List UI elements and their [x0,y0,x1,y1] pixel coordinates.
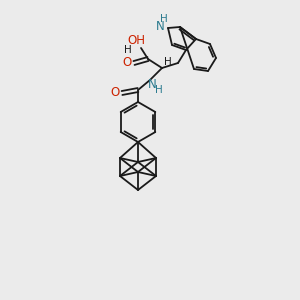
Text: H: H [164,57,172,67]
Text: OH: OH [127,34,145,47]
Text: H: H [160,14,168,24]
Text: O: O [110,85,120,98]
Text: O: O [122,56,132,68]
Text: N: N [156,20,164,32]
Text: H: H [124,45,132,55]
Text: H: H [155,85,163,95]
Text: N: N [148,77,156,91]
